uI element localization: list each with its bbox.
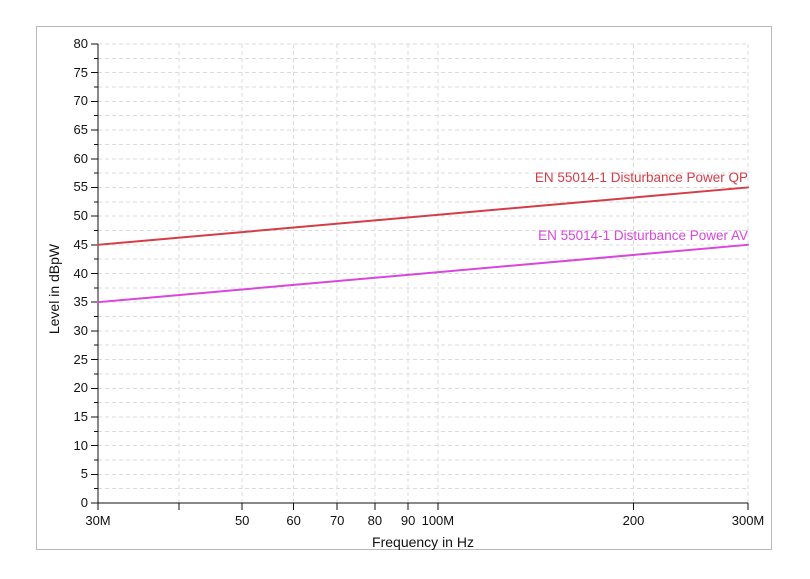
y-tick-label: 5 [80,466,88,482]
y-tick-label: 70 [73,93,88,109]
x-tick-label: 80 [367,513,383,528]
x-tick-label: 70 [329,513,345,528]
y-tick-label: 80 [73,36,88,51]
x-tick-label: 60 [286,513,301,528]
y-axis-title: Level in dBpW [46,243,62,335]
x-tick-label: 300M [731,513,765,528]
y-tick-label: 15 [73,408,88,424]
y-tick-label: 0 [80,495,88,510]
y-tick-label: 75 [73,64,88,80]
y-tick-label: 10 [73,437,88,453]
x-tick-label: 90 [400,513,416,528]
y-tick-label: 65 [73,122,88,138]
tick-marks [91,43,749,510]
y-tick-label: 45 [73,236,88,252]
legend-series-av: EN 55014-1 Disturbance Power AV [538,228,748,243]
grid-lines [98,43,749,503]
x-tick-label: 200 [622,513,645,528]
y-tick-label: 40 [73,265,88,281]
y-tick-label: 60 [73,150,88,166]
x-tick-label: 30M [85,513,111,528]
legend-series-qp: EN 55014-1 Disturbance Power QP [534,170,748,185]
y-tick-label: 55 [73,179,88,195]
y-tick-label: 35 [73,294,88,310]
y-tick-label: 25 [73,351,88,367]
x-tick-label: 100M [421,513,455,528]
chart-frame [36,26,772,550]
x-tick-label: 50 [234,513,250,528]
series-lines [97,186,749,304]
y-tick-label: 20 [73,380,88,396]
y-tick-label: 30 [73,322,88,338]
y-tick-label: 50 [73,208,88,224]
x-axis-title: Frequency in Hz [372,534,474,550]
